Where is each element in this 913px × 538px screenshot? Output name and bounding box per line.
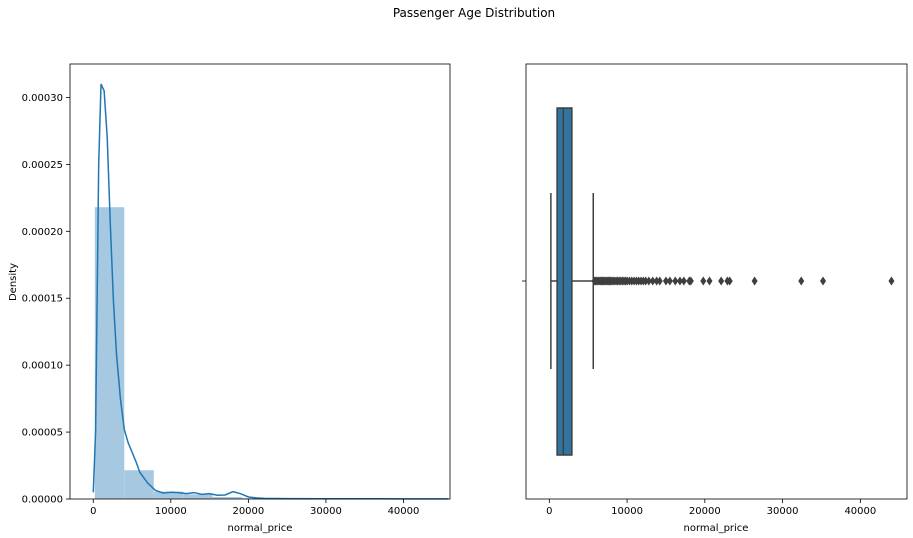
outlier-point	[662, 276, 669, 286]
left-y-tick-label: 0.00025	[22, 160, 63, 171]
outlier-point	[718, 276, 725, 286]
right-x-tick-label: 40000	[844, 506, 876, 517]
histogram-kde-axes: 0 10000 20000 30000 40000 0.000000.000050.00…	[8, 63, 451, 534]
left-x-tick-label: 10000	[155, 506, 187, 517]
histogram-bar	[94, 207, 125, 499]
outlier-point	[642, 276, 649, 286]
outlier-point	[888, 276, 895, 286]
boxplot-axes: 0 10000 20000 30000 40000 normal_price	[522, 63, 908, 534]
outlier-point	[820, 276, 827, 286]
outlier-point	[653, 276, 660, 286]
left-x-ticks: 0 10000 20000 30000 40000	[90, 499, 419, 517]
histogram-bars	[94, 207, 449, 499]
boxplot-group	[550, 107, 595, 456]
right-x-tick-label: 30000	[767, 506, 799, 517]
left-y-tick-label: 0.00030	[22, 93, 63, 104]
left-x-tick-label: 40000	[388, 506, 420, 517]
kde-curve-group	[92, 83, 449, 500]
histogram-bar	[153, 491, 184, 499]
kde-curve	[92, 83, 449, 500]
left-y-axis-label: Density	[8, 263, 19, 301]
histogram-bar	[212, 496, 243, 499]
left-y-tick-label: 0.00015	[22, 294, 63, 305]
right-x-axis-label: normal_price	[684, 523, 749, 534]
right-x-tick-label: 0	[546, 506, 552, 517]
left-y-ticks: 0.00000 0.00005 0.00010 0.00015 0.00020 0.000…	[22, 93, 70, 506]
right-axes-frame	[525, 63, 908, 500]
outlier-point	[706, 276, 713, 286]
outlier-point	[656, 276, 663, 286]
left-y-tick-label: 0.00000	[22, 495, 63, 506]
left-y-tick-label: 0.00005	[22, 428, 63, 439]
left-x-tick-label: 30000	[310, 506, 342, 517]
outlier-point	[687, 276, 694, 286]
outlier-point	[726, 276, 733, 286]
left-axes-frame	[69, 63, 451, 500]
outlier-points	[591, 276, 895, 286]
outlier-point	[645, 276, 652, 286]
left-y-tick-label: 0.00010	[22, 361, 63, 372]
left-y-tick-label: 0.00020	[22, 227, 63, 238]
outlier-point	[672, 276, 679, 286]
figure-suptitle: Passenger Age Distribution	[393, 6, 555, 20]
right-x-ticks: 0 10000 20000 30000 40000	[546, 499, 876, 517]
right-x-tick-label: 20000	[689, 506, 721, 517]
outlier-point	[676, 276, 683, 286]
outlier-point	[666, 276, 673, 286]
right-x-tick-label: 10000	[611, 506, 643, 517]
left-x-tick-label: 0	[90, 506, 96, 517]
interquartile-box	[556, 107, 573, 456]
left-x-axis-label: normal_price	[228, 523, 293, 534]
outlier-point	[649, 276, 656, 286]
outlier-point	[680, 276, 687, 286]
outlier-point	[751, 276, 758, 286]
outlier-point	[700, 276, 707, 286]
outlier-point	[798, 276, 805, 286]
left-x-tick-label: 20000	[232, 506, 264, 517]
histogram-bar	[183, 494, 213, 499]
